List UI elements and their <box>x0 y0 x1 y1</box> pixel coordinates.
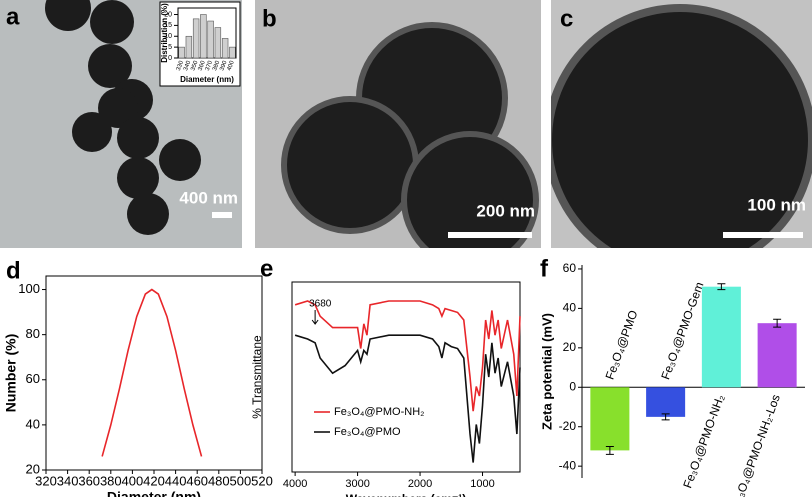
bar <box>221 38 229 59</box>
x-tick-label: 340 <box>57 473 79 488</box>
bar <box>646 387 686 417</box>
annotation: 3680 <box>309 299 332 310</box>
x-tick-label: 440 <box>165 473 187 488</box>
y-tick-label: 0 <box>168 55 172 62</box>
x-axis-label: Diameter (nm) <box>107 489 201 497</box>
x-tick-label: 400 <box>227 60 236 72</box>
error-bar <box>605 445 614 455</box>
error-bar <box>773 318 782 328</box>
y-tick-label: 20 <box>563 340 577 354</box>
bar <box>200 14 207 59</box>
panel-label: c <box>560 5 573 32</box>
category-label: Fe₃O₄@PMO-NH₂ <box>680 392 727 490</box>
line <box>101 288 203 457</box>
x-tick-label: 1000 <box>470 478 494 490</box>
panel-label: b <box>262 5 277 32</box>
y-axis-label: Distribution (%) <box>160 3 169 63</box>
panel-label: a <box>6 3 20 30</box>
panel-label: f <box>540 255 549 282</box>
x-tick-label: 360 <box>198 60 207 72</box>
y-tick-label: 40 <box>26 416 40 431</box>
error-bar <box>661 413 670 421</box>
tem-image-c <box>551 0 812 248</box>
x-tick-label: 360 <box>78 473 100 488</box>
y-tick-label: 20 <box>164 11 172 18</box>
bar <box>192 18 200 59</box>
x-tick-label: 350 <box>190 60 199 72</box>
x-tick-label: 500 <box>230 473 252 488</box>
scale-bar <box>448 232 532 238</box>
panel-label: e <box>260 255 273 282</box>
y-tick-label: 60 <box>563 261 577 275</box>
y-tick-label: 100 <box>18 281 40 296</box>
bar <box>214 27 222 59</box>
annotation-arrow <box>311 310 319 325</box>
x-tick-label: 380 <box>212 60 221 72</box>
bar <box>590 387 630 451</box>
category-label: Fe₃O₄@PMO <box>603 308 641 381</box>
legend-label: Fe₃O₄@PMO-NH₂ <box>334 406 424 418</box>
plot-frame <box>177 7 237 59</box>
x-tick-label: 4000 <box>283 478 307 490</box>
category-label: Fe₃O₄@PMO-Gem <box>658 280 706 381</box>
x-tick-label: 320 <box>35 473 57 488</box>
y-axis-label: Zeta potential (mV) <box>539 313 554 430</box>
y-tick-label: -20 <box>559 419 577 433</box>
line <box>294 334 521 463</box>
bar <box>207 20 214 59</box>
tem-image-b <box>255 0 541 248</box>
x-tick-label: 390 <box>219 60 228 72</box>
x-tick-label: 330 <box>176 60 185 72</box>
x-tick-label: 420 <box>143 473 165 488</box>
x-tick-label: 460 <box>186 473 208 488</box>
x-tick-label: 340 <box>183 60 192 72</box>
panel-label: d <box>6 257 21 284</box>
y-tick-label: 15 <box>164 22 172 29</box>
y-tick-label: 10 <box>164 33 172 40</box>
y-tick-label: 80 <box>26 326 40 341</box>
x-tick-label: 2000 <box>408 478 432 490</box>
y-axis-label: % Transmittane <box>250 335 264 419</box>
x-axis-label: Wavenumbers (cm⁻¹) <box>346 492 467 497</box>
x-tick-label: 380 <box>100 473 122 488</box>
bar <box>701 286 741 388</box>
bar <box>185 35 193 59</box>
x-tick-label: 400 <box>122 473 144 488</box>
scale-label: 200 nm <box>476 201 535 220</box>
y-tick-label: 0 <box>569 379 576 393</box>
bar <box>178 46 185 59</box>
x-axis-label: Diameter (nm) <box>180 75 234 84</box>
plot-frame <box>291 281 521 473</box>
y-tick-label: 60 <box>26 371 40 386</box>
y-tick-label: 20 <box>26 461 40 476</box>
scale-label: 400 nm <box>179 188 238 207</box>
scale-label: 100 nm <box>747 195 806 214</box>
error-bar <box>717 283 726 291</box>
y-axis-label: Number (%) <box>3 334 19 413</box>
scale-bar <box>723 232 803 238</box>
legend-label: Fe₃O₄@PMO <box>334 426 401 438</box>
scale-bar <box>212 212 232 218</box>
x-tick-label: 520 <box>251 473 273 488</box>
y-tick-label: -40 <box>559 458 577 472</box>
category-label: Fe₃O₄@PMO-NH₂-Los <box>728 393 783 497</box>
y-tick-label: 40 <box>563 301 577 315</box>
x-tick-label: 480 <box>208 473 230 488</box>
plot-frame <box>45 275 263 471</box>
line <box>294 300 521 412</box>
x-tick-label: 370 <box>205 60 214 72</box>
bar <box>757 323 797 388</box>
x-tick-label: 3000 <box>345 478 369 490</box>
y-tick-label: 5 <box>168 44 172 51</box>
bar <box>229 46 236 59</box>
